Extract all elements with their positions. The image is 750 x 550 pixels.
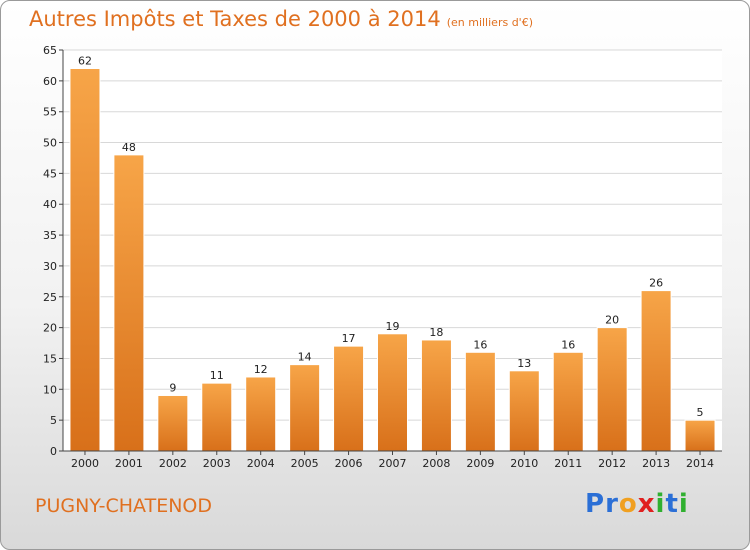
x-tick-label: 2010 (510, 457, 538, 470)
bar (464, 351, 496, 452)
data-label: 48 (122, 141, 136, 154)
y-tick-label: 60 (43, 75, 57, 88)
x-tick-label: 2005 (291, 457, 319, 470)
logo-letter: i (655, 489, 666, 519)
data-label: 17 (342, 332, 356, 345)
x-tick-label: 2006 (335, 457, 363, 470)
data-label: 62 (78, 55, 92, 68)
x-tick-label: 2001 (115, 457, 143, 470)
y-tick-label: 25 (43, 291, 57, 304)
data-label: 18 (429, 326, 443, 339)
x-tick-label: 2004 (247, 457, 275, 470)
data-label: 9 (169, 381, 176, 394)
y-tick-label: 30 (43, 260, 57, 273)
axes: 0 5 10 15 20 25 30 35 40 45 50 55 60 65 2000 2001 2002 20… (43, 44, 722, 470)
bar (684, 419, 716, 452)
x-tick-label: 2003 (203, 457, 231, 470)
data-label: 16 (473, 338, 487, 351)
data-label: 12 (254, 363, 268, 376)
x-tick-label: 2011 (554, 457, 582, 470)
logo-letter: o (618, 489, 638, 519)
y-tick-label: 20 (43, 322, 57, 335)
y-tick-label: 40 (43, 198, 57, 211)
logo-letter: P (585, 489, 606, 519)
y-tick-label: 65 (43, 44, 57, 57)
data-label: 19 (386, 320, 400, 333)
y-tick-label: 0 (50, 445, 57, 458)
x-tick-label: 2009 (466, 457, 494, 470)
x-tick-label: 2013 (642, 457, 670, 470)
y-tick-label: 50 (43, 137, 57, 150)
data-label: 13 (517, 357, 531, 370)
data-label: 14 (298, 351, 312, 364)
bar (157, 394, 189, 452)
data-label: 16 (561, 338, 575, 351)
bars: 62 48 9 11 12 14 17 19 18 16 13 16 20 26 5 (69, 55, 716, 452)
x-tick-label: 2007 (379, 457, 407, 470)
bar (640, 290, 672, 452)
bar (552, 351, 584, 452)
chart-title-text: Autres Impôts et Taxes de 2000 à 2014 (29, 7, 441, 31)
data-label: 5 (697, 406, 704, 419)
bar (596, 327, 628, 452)
bar (245, 376, 277, 452)
data-label: 11 (210, 369, 224, 382)
data-label: 26 (649, 277, 663, 290)
bar (420, 339, 452, 452)
bar (289, 364, 321, 452)
proxiti-logo[interactable]: Proxiti (585, 489, 689, 519)
bar (113, 154, 145, 452)
logo-letter: t (665, 489, 679, 519)
bar (508, 370, 540, 452)
y-tick-label: 35 (43, 229, 57, 242)
bar (377, 333, 408, 452)
y-tick-label: 45 (43, 167, 57, 180)
y-tick-label: 55 (43, 106, 57, 119)
bar (201, 382, 233, 452)
bar (333, 345, 365, 452)
x-tick-label: 2000 (71, 457, 99, 470)
bar (69, 68, 101, 452)
x-tick-label: 2008 (422, 457, 450, 470)
x-tick-label: 2002 (159, 457, 187, 470)
y-tick-label: 15 (43, 352, 57, 365)
city-name: PUGNY-CHATENOD (35, 495, 212, 517)
x-tick-label: 2014 (686, 457, 714, 470)
data-label: 20 (605, 314, 619, 327)
x-tick-label: 2012 (598, 457, 626, 470)
logo-letter: r (605, 489, 619, 519)
y-tick-label: 10 (43, 383, 57, 396)
y-tick-label: 5 (50, 414, 57, 427)
logo-letter: i (678, 489, 689, 519)
chart-subtitle: (en milliers d'€) (446, 16, 533, 29)
chart-title: Autres Impôts et Taxes de 2000 à 2014 (en… (29, 7, 533, 31)
logo-letter: x (637, 489, 656, 519)
